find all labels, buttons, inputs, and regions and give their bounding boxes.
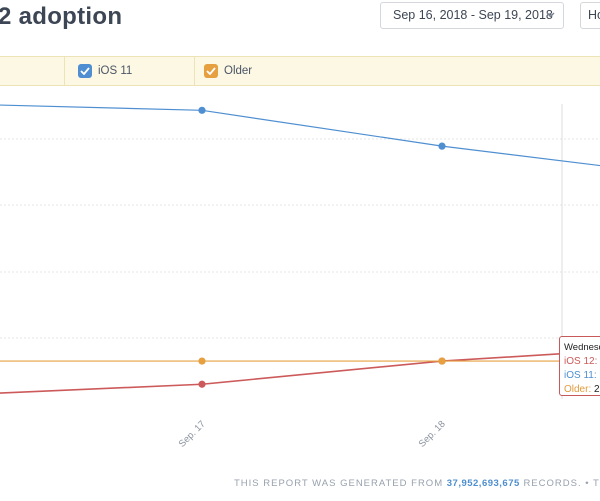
granularity-button[interactable]: Ho <box>580 2 600 29</box>
checkbox-checked-icon <box>78 64 92 78</box>
tooltip-label-older: Older: <box>564 384 592 395</box>
data-point-older <box>438 357 446 365</box>
tooltip-label-ios11: iOS 11: <box>564 370 597 381</box>
legend-divider <box>64 57 65 85</box>
date-range-text: Sep 16, 2018 - Sep 19, 2018 <box>393 8 553 22</box>
footer-suffix: RECORDS. • TIME/D <box>523 478 600 489</box>
data-point-ios12 <box>198 380 206 388</box>
report-footer: THIS REPORT WAS GENERATED FROM 37,952,69… <box>234 478 600 489</box>
checkbox-checked-icon <box>204 64 218 78</box>
page-title: 2 adoption <box>0 3 123 30</box>
x-tick-label: Sep. 17 <box>177 419 208 450</box>
date-range-picker[interactable]: Sep 16, 2018 - Sep 19, 2018 <box>380 2 564 29</box>
legend-divider <box>194 57 195 85</box>
chevron-down-icon <box>546 12 555 18</box>
tooltip-title: Wednesd <box>564 342 600 353</box>
tooltip-row-ios11: iOS 11: <box>564 369 600 383</box>
legend-bar: 2 iOS 11 Older <box>0 56 600 86</box>
series-line-ios11 <box>0 104 600 167</box>
series-line-ios12 <box>0 350 600 394</box>
legend-label-ios11: iOS 11 <box>98 65 133 77</box>
footer-prefix: THIS REPORT WAS GENERATED FROM <box>234 478 444 489</box>
data-point-older <box>198 357 206 365</box>
data-point-ios11 <box>198 106 206 114</box>
data-point-ios11 <box>438 142 446 150</box>
tooltip-label-ios12: iOS 12: <box>564 356 598 367</box>
tooltip-row-older: Older: 2 <box>564 383 600 395</box>
legend-label-older: Older <box>224 65 253 77</box>
tooltip-row-ios12: iOS 12: <box>564 355 600 369</box>
x-tick-label: Sep. 18 <box>417 419 448 450</box>
chart-tooltip: Wednesd iOS 12: iOS 11: Older: 2 <box>559 336 600 396</box>
footer-record-count: 37,952,693,675 <box>446 478 520 489</box>
tooltip-value-older: 2 <box>594 384 600 395</box>
